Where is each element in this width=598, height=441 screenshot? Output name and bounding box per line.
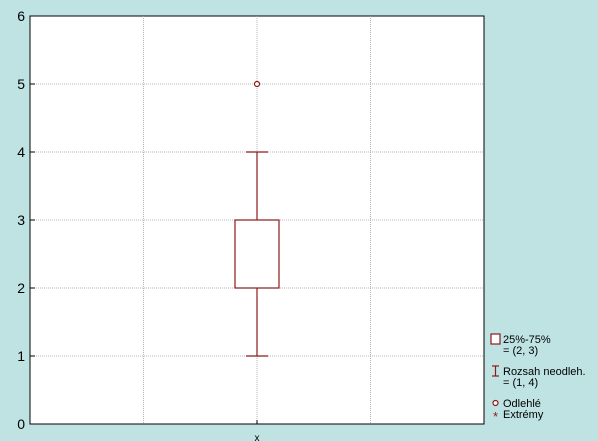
circle-icon xyxy=(492,399,499,407)
legend-sublabel: = (2, 3) xyxy=(503,345,538,357)
box-iqr xyxy=(234,219,280,289)
legend-label: Extrémy xyxy=(503,409,544,421)
asterisk-icon: * xyxy=(493,409,498,424)
x-tick-label: x xyxy=(255,433,260,441)
box-series xyxy=(234,80,280,357)
x-axis-labels: x xyxy=(255,420,260,441)
legend-label: 25%-75% xyxy=(503,334,551,346)
y-axis-ticks: 0 1 2 3 4 5 6 xyxy=(17,8,35,432)
y-tick-label: 2 xyxy=(17,280,25,296)
y-tick-label: 0 xyxy=(17,416,25,432)
y-tick-label: 3 xyxy=(17,212,25,228)
y-tick-label: 5 xyxy=(17,76,25,92)
legend-label: Odlehlé xyxy=(503,398,541,410)
legend-label: Rozsah neodleh. xyxy=(503,366,586,378)
y-tick-label: 4 xyxy=(17,144,25,160)
legend: 25%-75%= (2, 3) Rozsah neodleh.= (1, 4) Od… xyxy=(490,333,586,424)
y-tick-label: 1 xyxy=(17,348,25,364)
outlier-point xyxy=(253,80,261,88)
box-icon xyxy=(490,333,501,345)
legend-sublabel: = (1, 4) xyxy=(503,377,538,389)
y-tick-label: 6 xyxy=(17,8,25,24)
